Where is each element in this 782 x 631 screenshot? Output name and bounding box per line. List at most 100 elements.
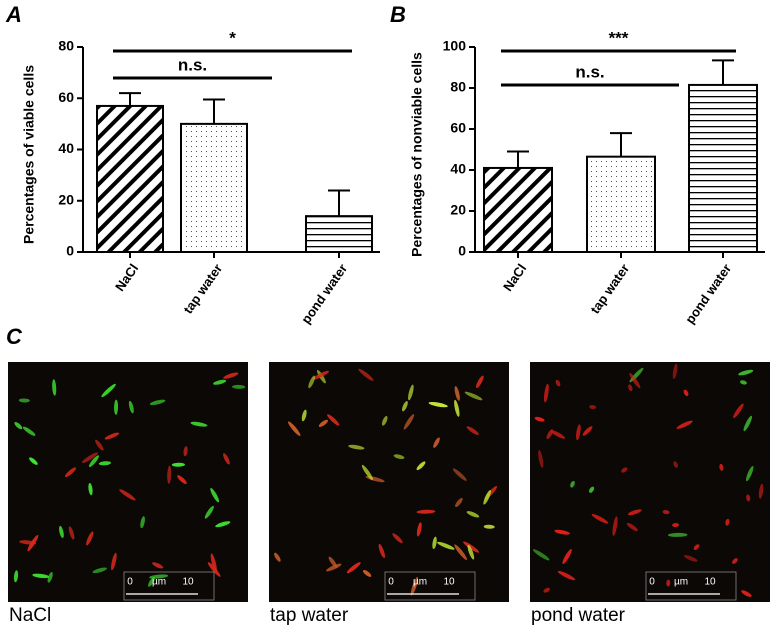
cell [626, 522, 638, 532]
cell [683, 555, 698, 562]
cell [88, 455, 99, 468]
cell [140, 516, 145, 529]
significance-label: *** [609, 28, 629, 47]
cell [589, 486, 595, 493]
cell [562, 549, 572, 565]
bar [586, 155, 656, 253]
cell [743, 415, 753, 432]
cell [171, 462, 186, 467]
cell [576, 424, 581, 441]
cell [82, 452, 99, 464]
cell [612, 516, 618, 536]
cell [538, 449, 544, 468]
cell [437, 541, 455, 550]
cell [555, 379, 561, 387]
cell [59, 525, 64, 538]
cell [114, 399, 119, 415]
cell [177, 475, 187, 485]
cell [312, 370, 329, 380]
scale-bar-box [123, 571, 215, 601]
cell [732, 558, 738, 564]
cell [223, 453, 230, 465]
cell [22, 426, 36, 436]
bar [688, 83, 758, 253]
scale-bar-label: 10 [182, 577, 194, 588]
significance-label: n.s. [575, 62, 604, 81]
cell [358, 368, 374, 381]
micrograph [269, 362, 509, 602]
significance-label: * [229, 28, 236, 47]
cell [183, 446, 188, 457]
scale-bar-label: 10 [443, 577, 455, 588]
scale-bar-label: µm [674, 577, 688, 588]
cell [543, 383, 549, 403]
cell [672, 363, 678, 380]
cell [550, 430, 566, 439]
cell [741, 590, 752, 597]
cell [589, 405, 597, 410]
cell [288, 421, 301, 436]
x-tick-label: pond water [682, 261, 734, 326]
cell [725, 518, 730, 526]
cell [68, 526, 75, 540]
cell [466, 511, 480, 518]
cell [410, 576, 419, 596]
scale-bar-label: 0 [388, 577, 394, 588]
scale-bar-box [645, 571, 737, 601]
cell [361, 464, 373, 481]
scale-bar-label: µm [413, 577, 427, 588]
cell [47, 571, 53, 583]
cell [328, 556, 338, 568]
cell [454, 544, 467, 560]
y-tick-label: 100 [443, 38, 467, 54]
cell [318, 419, 329, 427]
cell [326, 563, 342, 572]
cell [428, 402, 448, 408]
cell [13, 570, 19, 583]
cell [627, 509, 642, 516]
cell [673, 461, 678, 468]
cell [95, 439, 104, 451]
cell [104, 432, 120, 440]
cell [32, 573, 50, 579]
cell [29, 457, 38, 465]
cell [629, 372, 641, 389]
y-tick-label: 80 [58, 38, 74, 54]
cell [432, 536, 437, 550]
x-tick-label: pond water [298, 261, 350, 326]
y-tick-label: 0 [458, 243, 466, 259]
cell [101, 383, 116, 398]
panel-label: C [6, 324, 23, 349]
scale-bar-box [384, 571, 476, 601]
cell [466, 426, 479, 435]
cell [570, 480, 575, 488]
cell [232, 384, 246, 389]
cell [746, 465, 754, 482]
micrograph [530, 362, 770, 602]
cell [667, 532, 688, 537]
cell [416, 509, 436, 514]
cell [223, 372, 239, 379]
cell [64, 467, 77, 478]
cell [452, 468, 467, 481]
cell [111, 552, 117, 571]
cell [204, 505, 214, 519]
cell [455, 497, 463, 508]
scale-bar-label: 0 [127, 577, 133, 588]
significance-label: n.s. [178, 55, 207, 74]
cell [210, 553, 217, 573]
x-tick-label: NaCl [500, 261, 529, 294]
y-axis-label: Percentages of nonviable cells [409, 52, 425, 257]
x-tick-label: tap water [587, 261, 632, 316]
x-tick-label: tap water [180, 261, 225, 316]
cell [403, 414, 415, 430]
cell [554, 529, 570, 535]
micrograph [8, 362, 248, 602]
cell [433, 437, 440, 448]
cell [591, 513, 609, 524]
cell [693, 544, 700, 550]
cell [463, 541, 480, 553]
cell [92, 567, 107, 574]
cell [408, 384, 414, 401]
cell [454, 386, 460, 401]
